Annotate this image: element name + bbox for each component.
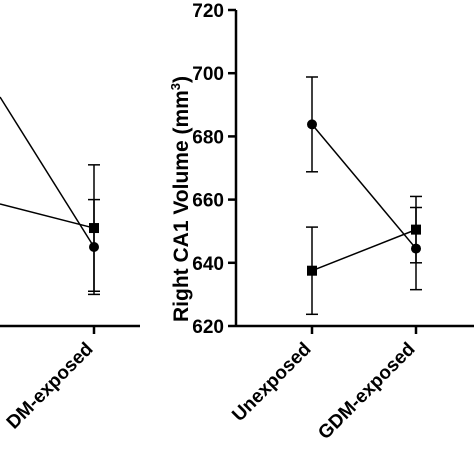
left-x-tick-label: DM-exposed [3,339,98,434]
series-circle-line [311,123,417,250]
y-tick-label-720: 720 [192,1,224,22]
left-panel: DM-exposed [0,96,140,434]
y-tick-label-620: 620 [192,317,224,338]
y-axis-label-close: ) [170,76,193,83]
x-tick-label-0: Unexposed [228,339,315,426]
y-tick-label-640: 640 [192,254,224,275]
x-tick-label-1: GDM-exposed [314,339,419,444]
left-point-circle [89,242,99,252]
y-axis-label: Right CA1 Volume (mm3) [168,76,193,322]
left-series-square-line [0,203,95,229]
left-point-square [89,223,99,234]
series-square-line [311,228,417,272]
y-tick-label-700: 700 [192,64,224,85]
y-axis-label-superscript: 3 [168,83,183,90]
y-axis-label-text: Right CA1 Volume (mm [170,90,193,322]
point-square-0 [307,265,317,276]
y-tick-label-680: 680 [192,127,224,148]
point-square-1 [411,224,421,235]
y-tick-label-660: 660 [192,191,224,212]
point-circle-0 [307,119,317,130]
left-series-circle-line [0,96,95,248]
